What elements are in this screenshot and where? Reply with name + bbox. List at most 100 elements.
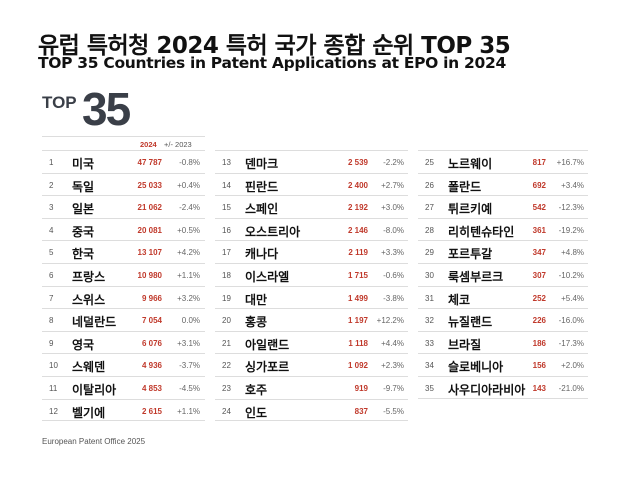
rank: 21 — [222, 338, 231, 348]
table-row: 34 슬로베니아 156 +2.0% — [418, 353, 588, 376]
country-name: 사우디아라비아 — [448, 382, 526, 397]
rank: 9 — [49, 338, 54, 348]
country-name: 포르투갈 — [448, 247, 493, 262]
change-vs-2023: -5.5% — [383, 406, 404, 416]
change-vs-2023: +1.1% — [177, 270, 200, 280]
applications-2024: 307 — [532, 270, 546, 280]
rank: 14 — [222, 180, 231, 190]
rank: 30 — [425, 270, 434, 280]
applications-2024: 156 — [532, 361, 546, 371]
change-vs-2023: -3.8% — [383, 293, 404, 303]
table-row: 32 뉴질랜드 226 -16.0% — [418, 308, 588, 331]
applications-2024: 13 107 — [137, 248, 162, 258]
applications-2024: 2 400 — [347, 180, 368, 190]
rank: 13 — [222, 158, 231, 167]
country-name: 벨기에 — [72, 405, 106, 420]
logo-number: 35 — [82, 83, 131, 135]
rank: 15 — [222, 203, 231, 213]
country-name: 뉴질랜드 — [448, 315, 493, 330]
table-row: 31 체코 252 +5.4% — [418, 285, 588, 309]
applications-2024: 837 — [354, 406, 368, 416]
rank: 32 — [425, 316, 434, 326]
applications-2024: 9 966 — [141, 293, 162, 303]
change-vs-2023: +0.5% — [177, 225, 200, 235]
table-row: 9 영국 6 076 +3.1% — [42, 330, 205, 354]
applications-2024: 6 076 — [141, 338, 162, 348]
applications-2024: 143 — [532, 383, 546, 393]
country-name: 덴마크 — [245, 157, 279, 171]
change-vs-2023: -0.8% — [179, 158, 200, 167]
rank: 33 — [425, 338, 434, 348]
table-row: 4 중국 20 081 +0.5% — [42, 217, 205, 241]
header-change: +/- 2023 — [164, 140, 192, 149]
applications-2024: 919 — [354, 383, 368, 393]
source-footer: European Patent Office 2025 — [42, 437, 146, 446]
change-vs-2023: +4.4% — [381, 338, 404, 348]
applications-2024: 2 539 — [347, 158, 368, 167]
country-name: 미국 — [72, 157, 95, 171]
table-row: 14 핀란드 2 400 +2.7% — [215, 172, 408, 196]
rank: 31 — [425, 293, 434, 303]
table-row: 27 튀르키예 542 -12.3% — [418, 195, 588, 218]
applications-2024: 21 062 — [137, 203, 162, 213]
country-name: 슬로베니아 — [448, 360, 504, 375]
country-name: 호주 — [245, 382, 268, 397]
rank: 17 — [222, 248, 231, 258]
country-name: 노르웨이 — [448, 157, 493, 171]
table-row: 3 일본 21 062 -2.4% — [42, 195, 205, 218]
table-row: 7 스위스 9 966 +3.2% — [42, 285, 205, 309]
table-row: 23 호주 919 -9.7% — [215, 375, 408, 399]
table-row: 13 덴마크 2 539 -2.2% — [215, 150, 408, 173]
table-row: 19 대만 1 499 -3.8% — [215, 285, 408, 309]
ranking-column-3: 25 노르웨이 817 +16.7% 26 폴란드 692 +3.4% 27 튀르키예 542 -12… — [418, 136, 588, 399]
ranking-column-1: 2024 +/- 2023 1 미국 47 787 -0.8% 2 독일 25 033 +0.… — [42, 136, 205, 422]
country-name: 프랑스 — [72, 269, 106, 284]
table-row: 11 이탈리아 4 853 -4.5% — [42, 375, 205, 399]
country-name: 리히텐슈타인 — [448, 224, 515, 239]
table-header: 2024 +/- 2023 — [42, 136, 205, 150]
rank: 24 — [222, 406, 231, 416]
country-name: 독일 — [72, 179, 95, 194]
applications-2024: 347 — [532, 248, 546, 258]
table-row: 30 룩셈부르크 307 -10.2% — [418, 262, 588, 286]
table-row: 10 스웨덴 4 936 -3.7% — [42, 353, 205, 376]
rank: 12 — [49, 406, 58, 416]
ranking-column-2: 13 덴마크 2 539 -2.2% 14 핀란드 2 400 +2.7% 15 스페인 2 192… — [215, 136, 408, 422]
applications-2024: 2 119 — [348, 248, 368, 258]
applications-2024: 1 197 — [347, 316, 368, 326]
change-vs-2023: +0.4% — [177, 180, 200, 190]
change-vs-2023: -0.6% — [383, 270, 404, 280]
change-vs-2023: +12.2% — [376, 316, 404, 326]
table-row: 5 한국 13 107 +4.2% — [42, 240, 205, 263]
rank: 20 — [222, 316, 231, 326]
applications-2024: 4 853 — [141, 383, 162, 393]
country-name: 캐나다 — [245, 247, 279, 262]
rank: 11 — [49, 383, 58, 393]
applications-2024: 186 — [532, 338, 546, 348]
table-row: 16 오스트리아 2 146 -8.0% — [215, 217, 408, 241]
applications-2024: 817 — [532, 158, 546, 167]
country-name: 영국 — [72, 337, 95, 352]
country-name: 홍콩 — [245, 315, 268, 330]
header-year: 2024 — [140, 140, 157, 149]
change-vs-2023: -21.0% — [558, 383, 584, 393]
rank: 26 — [425, 180, 434, 190]
page-title: 유럽 특허청 2024 특허 국가 종합 순위 TOP 35 — [38, 33, 511, 59]
rank: 23 — [222, 383, 231, 393]
table-row: 25 노르웨이 817 +16.7% — [418, 150, 588, 173]
applications-2024: 4 936 — [141, 361, 162, 371]
rank: 6 — [49, 270, 54, 280]
country-name: 아일랜드 — [245, 337, 290, 352]
country-name: 싱가포르 — [245, 360, 290, 375]
change-vs-2023: -17.3% — [558, 338, 584, 348]
applications-2024: 361 — [532, 225, 546, 235]
rank: 1 — [49, 158, 54, 167]
rank: 18 — [222, 270, 231, 280]
table-row: 26 폴란드 692 +3.4% — [418, 172, 588, 196]
change-vs-2023: +3.4% — [561, 180, 584, 190]
change-vs-2023: -3.7% — [179, 361, 200, 371]
country-name: 오스트리아 — [245, 224, 301, 239]
change-vs-2023: +2.7% — [381, 180, 404, 190]
applications-2024: 1 118 — [348, 338, 368, 348]
change-vs-2023: +3.2% — [177, 293, 200, 303]
